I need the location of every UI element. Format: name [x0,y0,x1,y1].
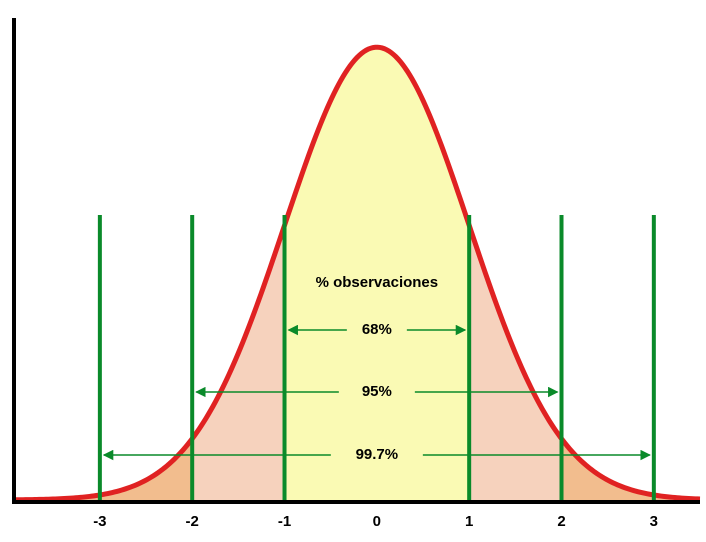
x-tick-label: -2 [186,513,199,530]
range-label: 99.7% [356,446,399,463]
range-label: 68% [362,321,392,338]
normal-curve [13,44,701,503]
x-tick-label: -3 [93,513,106,530]
x-tick-label: 2 [557,513,565,530]
x-tick-label: 0 [373,513,381,530]
range-label: 95% [362,383,392,400]
area-fill [561,438,654,500]
annotation: % observaciones [316,274,439,291]
x-tick-label: 3 [650,513,658,530]
area-fill [99,438,193,500]
x-tick-label: 1 [465,513,473,530]
area-fill [284,47,470,501]
x-tick-label: -1 [278,513,291,530]
